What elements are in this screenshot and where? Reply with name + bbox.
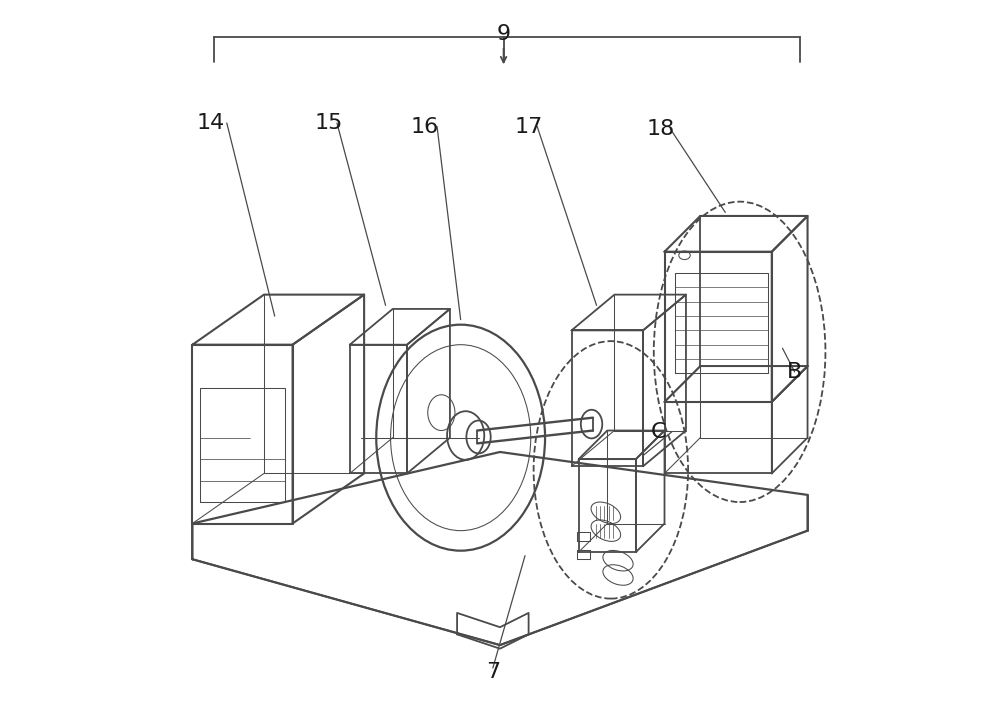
Text: 14: 14 bbox=[196, 113, 224, 133]
Text: C: C bbox=[651, 422, 667, 442]
Text: 16: 16 bbox=[411, 116, 439, 136]
Text: 9: 9 bbox=[497, 24, 511, 44]
Text: 17: 17 bbox=[514, 116, 543, 136]
Text: B: B bbox=[787, 362, 802, 382]
Text: 18: 18 bbox=[647, 118, 675, 139]
Text: 15: 15 bbox=[314, 113, 343, 133]
Text: 7: 7 bbox=[486, 662, 500, 682]
